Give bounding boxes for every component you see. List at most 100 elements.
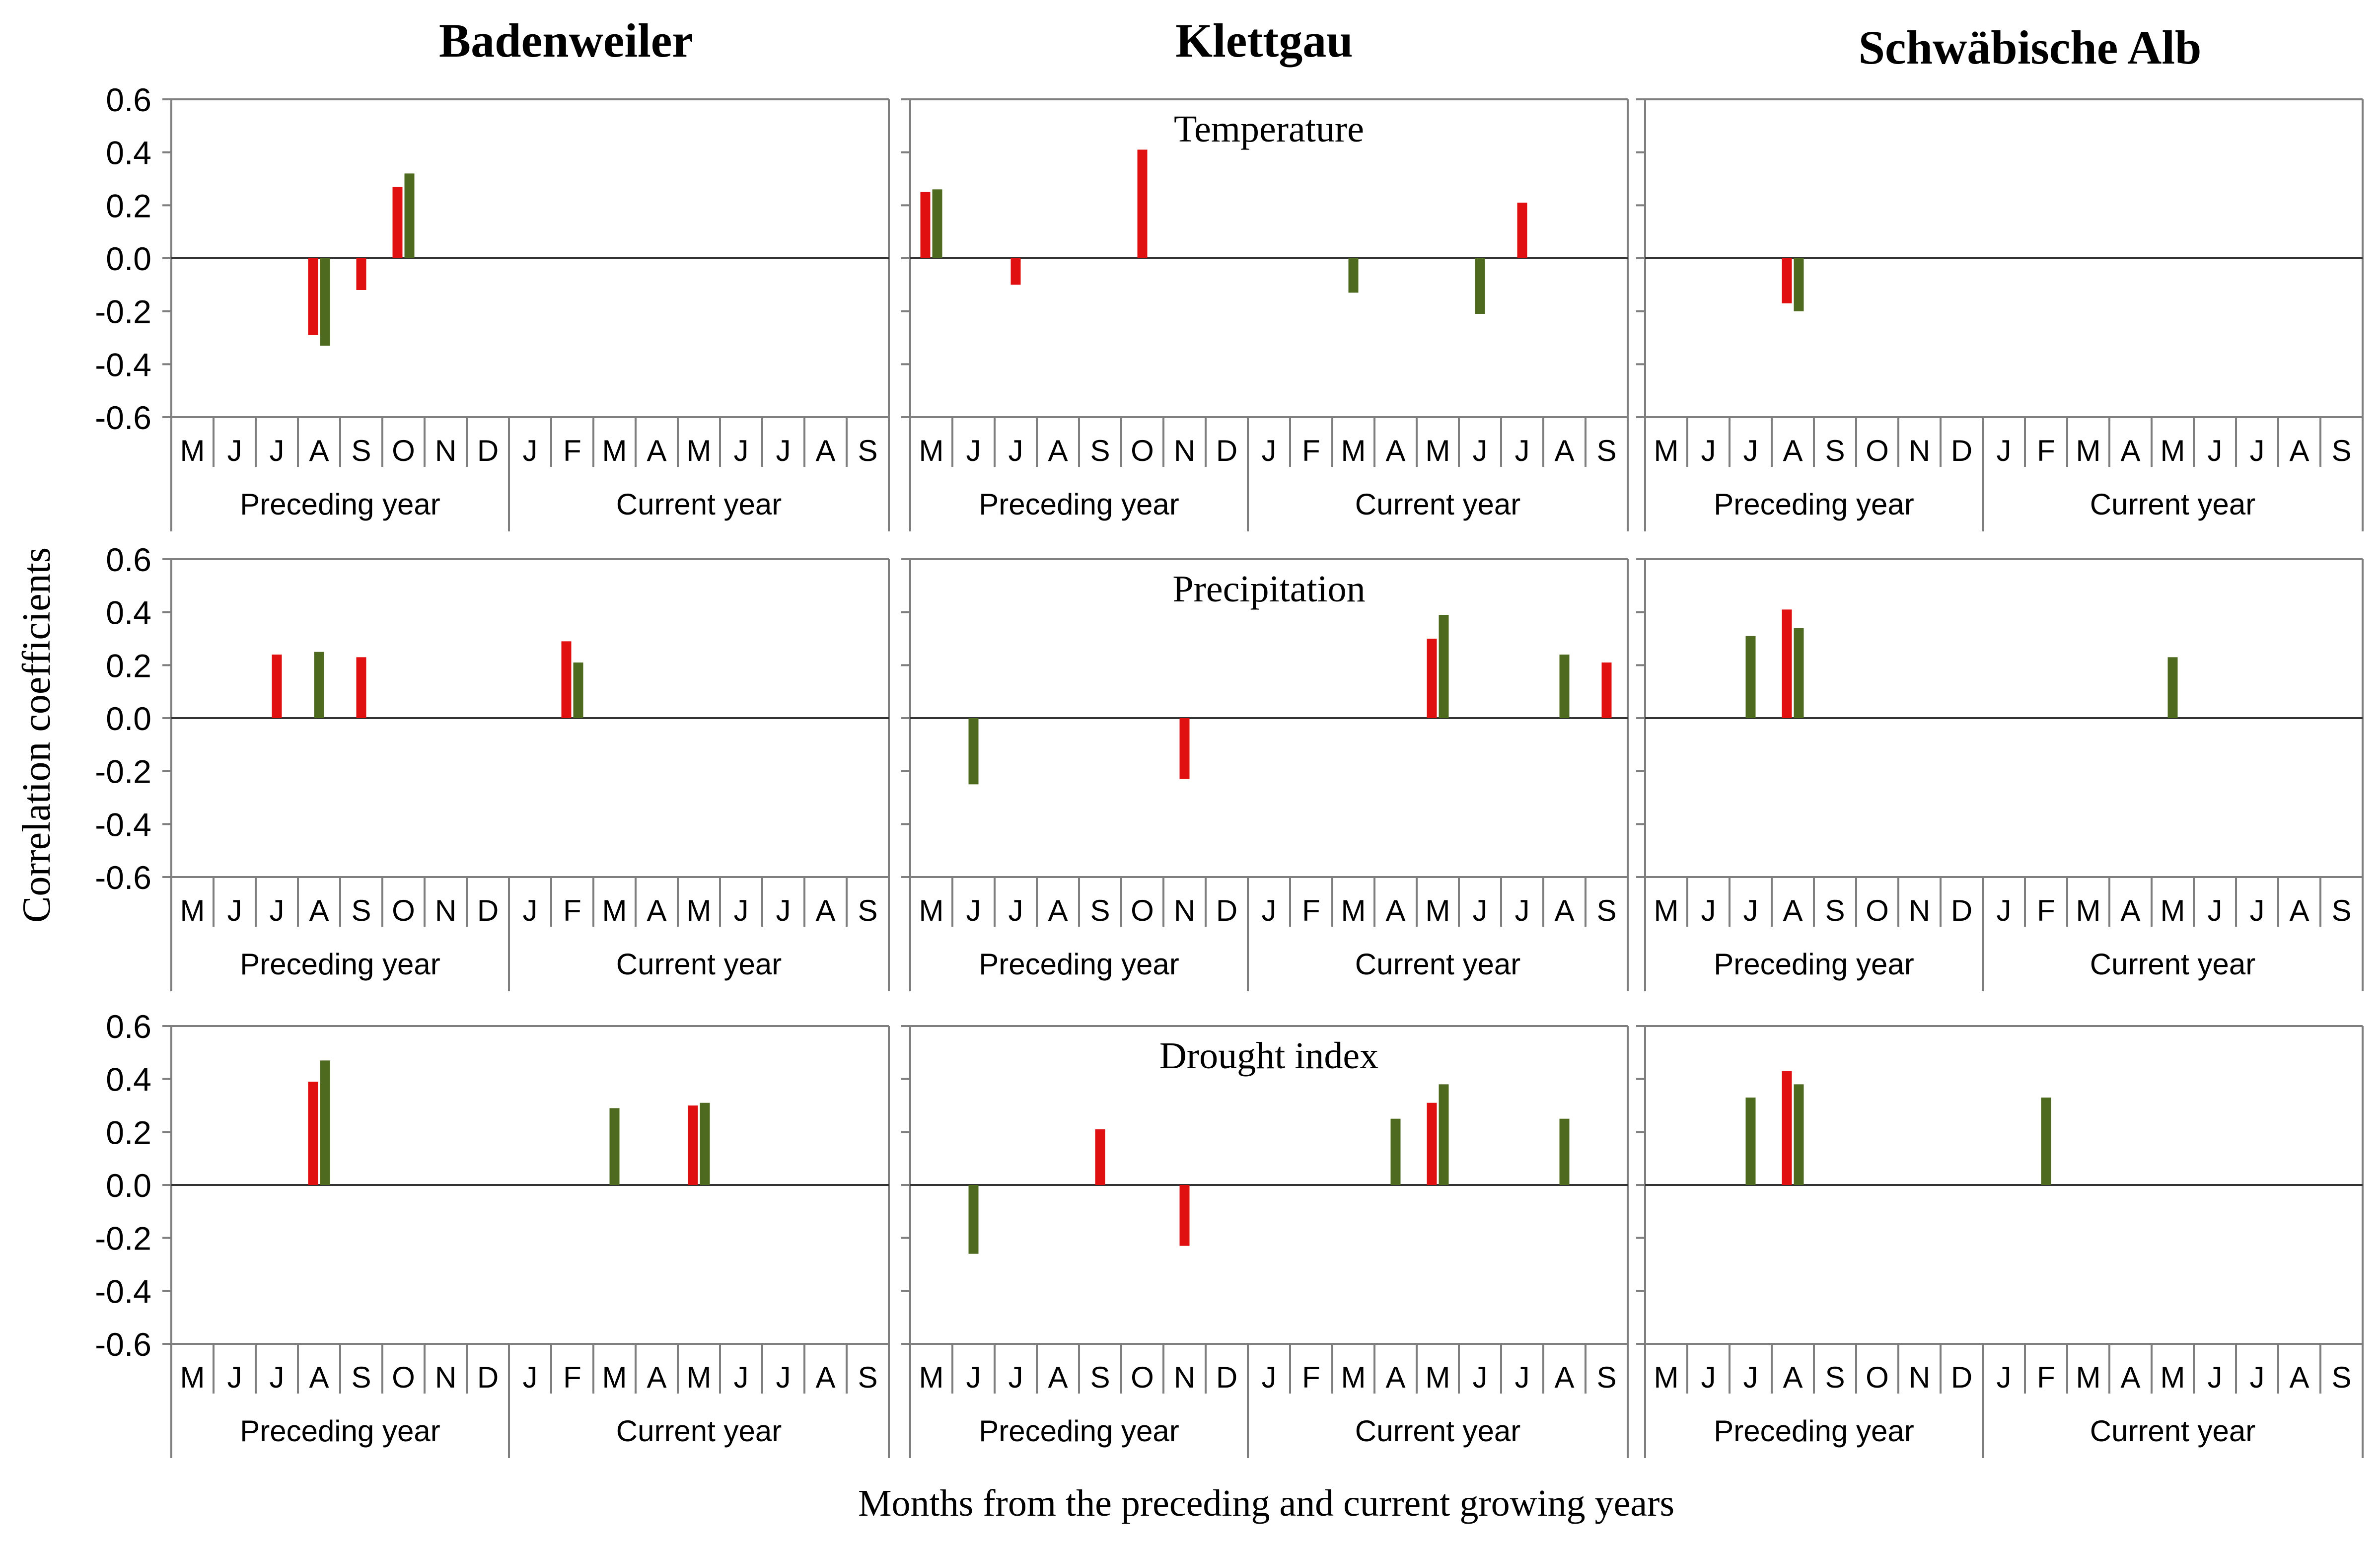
month-label: A	[2289, 894, 2309, 927]
month-label: A	[1554, 894, 1574, 927]
bar-red	[561, 641, 572, 718]
month-label: J	[227, 1361, 242, 1394]
x-axis-label: Months from the preceding and current gr…	[858, 1482, 1674, 1524]
y-tick-label: 0.0	[106, 1167, 151, 1204]
bar-green	[1794, 258, 1804, 311]
bar-green	[1559, 655, 1570, 718]
month-label: S	[1825, 434, 1845, 467]
month-label: N	[1909, 1361, 1930, 1394]
current-year-label: Current year	[2090, 1414, 2255, 1448]
y-tick-label: 0.6	[106, 81, 151, 118]
y-tick-label: 0.0	[106, 240, 151, 277]
month-label: M	[2161, 894, 2185, 927]
month-label: J	[1009, 1361, 1023, 1394]
month-label: S	[351, 1361, 371, 1394]
month-label: A	[815, 1361, 835, 1394]
panel-title: Drought index	[1159, 1035, 1378, 1077]
y-tick-label: 0.6	[106, 541, 151, 578]
bar-red	[1782, 609, 1792, 718]
month-label: M	[919, 894, 944, 927]
month-label: J	[734, 894, 749, 927]
bar-red	[1782, 258, 1792, 303]
month-label: J	[523, 894, 538, 927]
current-year-label: Current year	[616, 948, 782, 981]
bar-green	[700, 1103, 710, 1185]
bar-green	[404, 173, 415, 258]
month-label: M	[687, 1361, 712, 1394]
preceding-year-label: Preceding year	[240, 1414, 440, 1448]
month-label: F	[563, 1361, 581, 1394]
month-label: M	[1426, 1361, 1450, 1394]
bar-green	[1390, 1118, 1401, 1185]
y-tick-label: 0.4	[106, 594, 151, 631]
month-label: D	[1216, 1361, 1237, 1394]
month-label: S	[1090, 434, 1110, 467]
month-label: O	[1866, 434, 1889, 467]
month-label: F	[2037, 434, 2055, 467]
month-label: J	[1701, 1361, 1716, 1394]
month-label: S	[858, 894, 877, 927]
bar-green	[968, 718, 979, 785]
month-label: A	[1048, 434, 1068, 467]
current-year-label: Current year	[1355, 948, 1520, 981]
month-label: J	[1515, 894, 1530, 927]
month-label: M	[1341, 1361, 1366, 1394]
month-label: J	[1009, 434, 1023, 467]
month-label: N	[435, 434, 456, 467]
bar-green	[1559, 1118, 1570, 1185]
y-tick-label: -0.4	[95, 346, 151, 383]
month-label: F	[2037, 894, 2055, 927]
month-label: M	[602, 1361, 627, 1394]
month-label: N	[1909, 894, 1930, 927]
month-label: A	[647, 434, 666, 467]
y-tick-label: -0.6	[95, 859, 151, 896]
month-label: M	[2161, 434, 2185, 467]
month-label: J	[523, 434, 538, 467]
month-label: O	[1131, 434, 1154, 467]
month-label: N	[1174, 894, 1195, 927]
month-label: J	[1743, 894, 1758, 927]
y-tick-label: -0.6	[95, 1326, 151, 1363]
y-tick-label: -0.4	[95, 1273, 151, 1310]
month-label: N	[1174, 434, 1195, 467]
month-label: J	[1473, 894, 1488, 927]
bar-green	[320, 258, 330, 346]
month-label: S	[2331, 1361, 2351, 1394]
month-label: S	[2331, 894, 2351, 927]
month-label: M	[1341, 434, 1366, 467]
bar-red	[1179, 718, 1190, 779]
site-title-klettgau: Klettgau	[1175, 14, 1353, 67]
y-tick-label: -0.2	[95, 294, 151, 330]
preceding-year-label: Preceding year	[1714, 948, 1914, 981]
month-label: J	[1473, 1361, 1488, 1394]
month-label: O	[392, 1361, 415, 1394]
month-label: J	[1997, 894, 2012, 927]
month-label: J	[734, 1361, 749, 1394]
month-label: S	[858, 1361, 877, 1394]
month-label: F	[563, 434, 581, 467]
y-tick-label: -0.2	[95, 753, 151, 790]
current-year-label: Current year	[2090, 948, 2255, 981]
month-label: M	[602, 894, 627, 927]
month-label: D	[1216, 894, 1237, 927]
y-tick-label: 0.2	[106, 1114, 151, 1151]
month-label: F	[1302, 434, 1320, 467]
bar-green	[968, 1185, 979, 1254]
month-label: O	[1131, 894, 1154, 927]
month-label: A	[2120, 894, 2140, 927]
bar-red	[1427, 639, 1437, 718]
month-label: M	[180, 434, 205, 467]
bar-red	[1427, 1103, 1437, 1185]
site-title-badenweiler: Badenweiler	[439, 14, 693, 67]
bar-red	[1137, 149, 1148, 258]
preceding-year-label: Preceding year	[1714, 1414, 1914, 1448]
month-label: D	[477, 434, 499, 467]
month-label: J	[776, 1361, 791, 1394]
month-label: A	[1385, 434, 1405, 467]
month-label: O	[1866, 894, 1889, 927]
y-tick-label: 0.2	[106, 647, 151, 684]
bar-red	[920, 192, 931, 258]
bar-red	[1179, 1185, 1190, 1246]
